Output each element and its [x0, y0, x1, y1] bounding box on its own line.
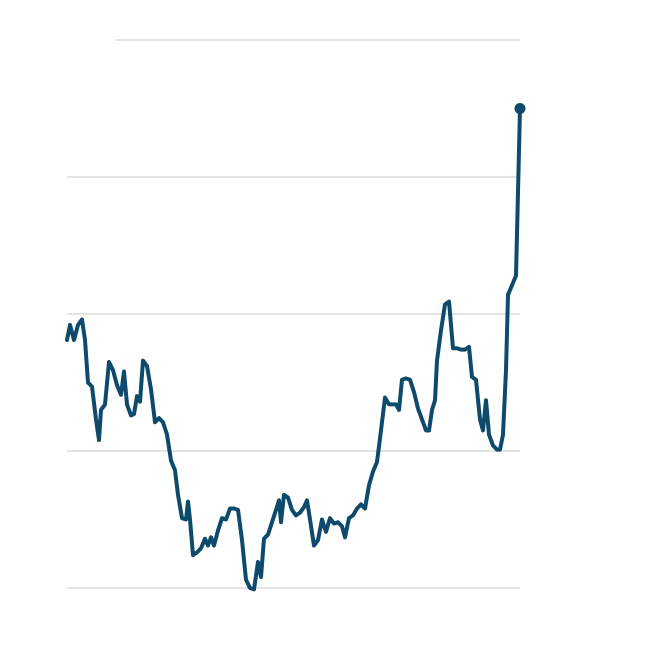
end-point — [514, 103, 526, 114]
series-line — [65, 106, 522, 592]
